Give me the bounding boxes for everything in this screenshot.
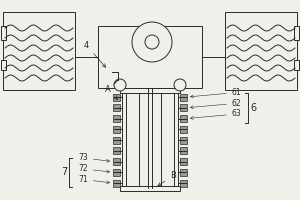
Bar	[294, 60, 299, 70]
Text: 4: 4	[84, 41, 106, 67]
Text: 63: 63	[190, 110, 242, 119]
Circle shape	[132, 22, 172, 62]
Bar	[1, 60, 6, 70]
Bar	[3, 12, 75, 90]
Text: 62: 62	[190, 99, 242, 109]
Circle shape	[145, 35, 159, 49]
Bar	[225, 12, 297, 90]
Bar	[120, 88, 180, 93]
Bar	[98, 26, 202, 88]
Bar	[294, 26, 299, 40]
Text: 72: 72	[78, 164, 110, 173]
Bar	[113, 104, 120, 111]
Bar	[180, 180, 187, 186]
Bar	[180, 169, 187, 176]
Bar	[113, 158, 120, 165]
Bar	[113, 147, 120, 154]
Bar	[113, 180, 120, 186]
Text: A: A	[105, 85, 118, 99]
Circle shape	[174, 79, 186, 91]
Bar	[113, 126, 120, 133]
Text: 73: 73	[78, 154, 110, 162]
Bar	[113, 115, 120, 122]
Bar	[1, 26, 6, 40]
Text: 7: 7	[61, 167, 67, 177]
Text: B: B	[158, 171, 176, 186]
Bar	[180, 94, 187, 100]
Bar	[180, 158, 187, 165]
Bar	[113, 169, 120, 176]
Bar	[180, 126, 187, 133]
Bar	[113, 94, 120, 100]
Text: 71: 71	[78, 175, 110, 184]
Text: 61: 61	[190, 88, 242, 98]
Text: 6: 6	[250, 103, 256, 113]
Bar	[180, 104, 187, 111]
Bar	[113, 136, 120, 144]
Bar	[180, 136, 187, 144]
Bar	[180, 115, 187, 122]
Bar	[180, 147, 187, 154]
Bar	[120, 186, 180, 191]
Circle shape	[114, 79, 126, 91]
